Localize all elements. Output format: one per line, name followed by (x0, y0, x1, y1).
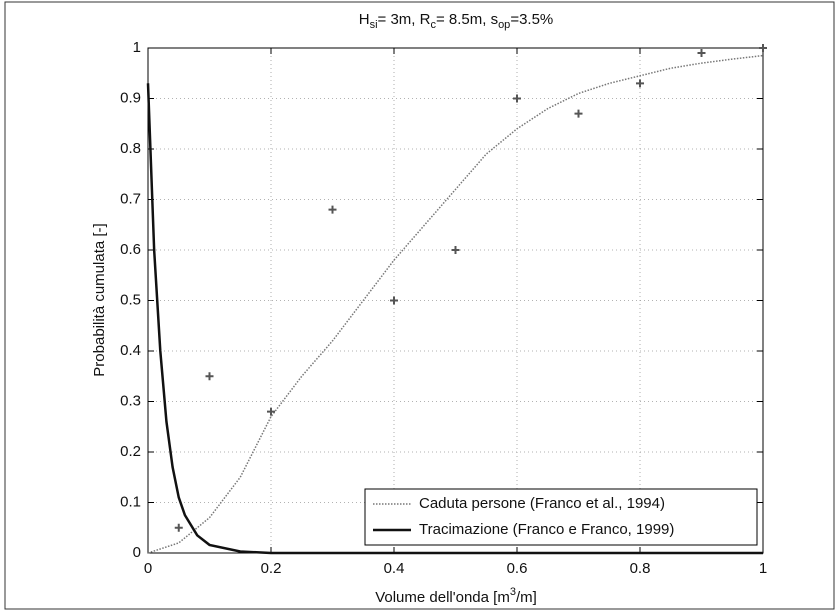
line-series (146, 83, 763, 555)
y-tick-label: 1 (133, 39, 141, 56)
data-point (390, 296, 398, 305)
x-tick-label: 0.6 (507, 560, 528, 577)
data-point (451, 246, 460, 254)
text-part: =3.5% (510, 11, 553, 28)
subscript: op (498, 19, 510, 31)
y-tick-label: 0.7 (120, 190, 141, 207)
x-tick-label: 0.2 (261, 560, 282, 577)
y-tick-label: 0.9 (120, 89, 141, 106)
data-point (697, 49, 706, 58)
text-part: = 3m, R (378, 11, 431, 28)
y-tick-label: 0 (133, 544, 141, 561)
legend-label: Caduta persone (Franco et al., 1994) (419, 495, 665, 512)
line-series (147, 54, 764, 554)
text-part: Volume dell'onda [m (375, 589, 510, 606)
x-tick-label: 0 (144, 560, 152, 577)
text-part: /m] (516, 589, 537, 606)
text-part: = 8.5m, s (436, 11, 498, 28)
y-axis-label: Probabilità cumulata [-] (91, 223, 108, 376)
data-point (513, 94, 521, 103)
y-tick-label: 0.2 (120, 443, 141, 460)
y-tick-label: 0.5 (120, 291, 141, 308)
subscript: 3 (510, 586, 516, 598)
chart-title: Hsi= 3m, Rc= 8.5m, sop=3.5% (359, 11, 554, 31)
legend-box (364, 488, 758, 546)
subscript: c (430, 19, 436, 31)
y-tick-label: 0.6 (120, 241, 141, 258)
x-tick-label: 0.8 (630, 560, 651, 577)
data-point (574, 109, 583, 118)
y-tick-label: 0.8 (120, 140, 141, 157)
data-point (267, 407, 275, 416)
y-tick-label: 0.3 (120, 392, 141, 409)
data-point (636, 79, 644, 88)
legend-label: Tracimazione (Franco e Franco, 1999) (419, 521, 674, 538)
y-tick-label: 0.1 (120, 493, 141, 510)
text-part: H (359, 11, 370, 28)
data-point (328, 205, 337, 214)
data-point (174, 523, 183, 532)
data-point (759, 44, 767, 52)
x-tick-label: 0.4 (384, 560, 405, 577)
subscript: si (370, 19, 378, 31)
x-axis-label: Volume dell'onda [m3/m] (375, 586, 537, 606)
x-tick-label: 1 (759, 560, 767, 577)
data-point (205, 372, 214, 381)
y-tick-label: 0.4 (120, 342, 141, 359)
